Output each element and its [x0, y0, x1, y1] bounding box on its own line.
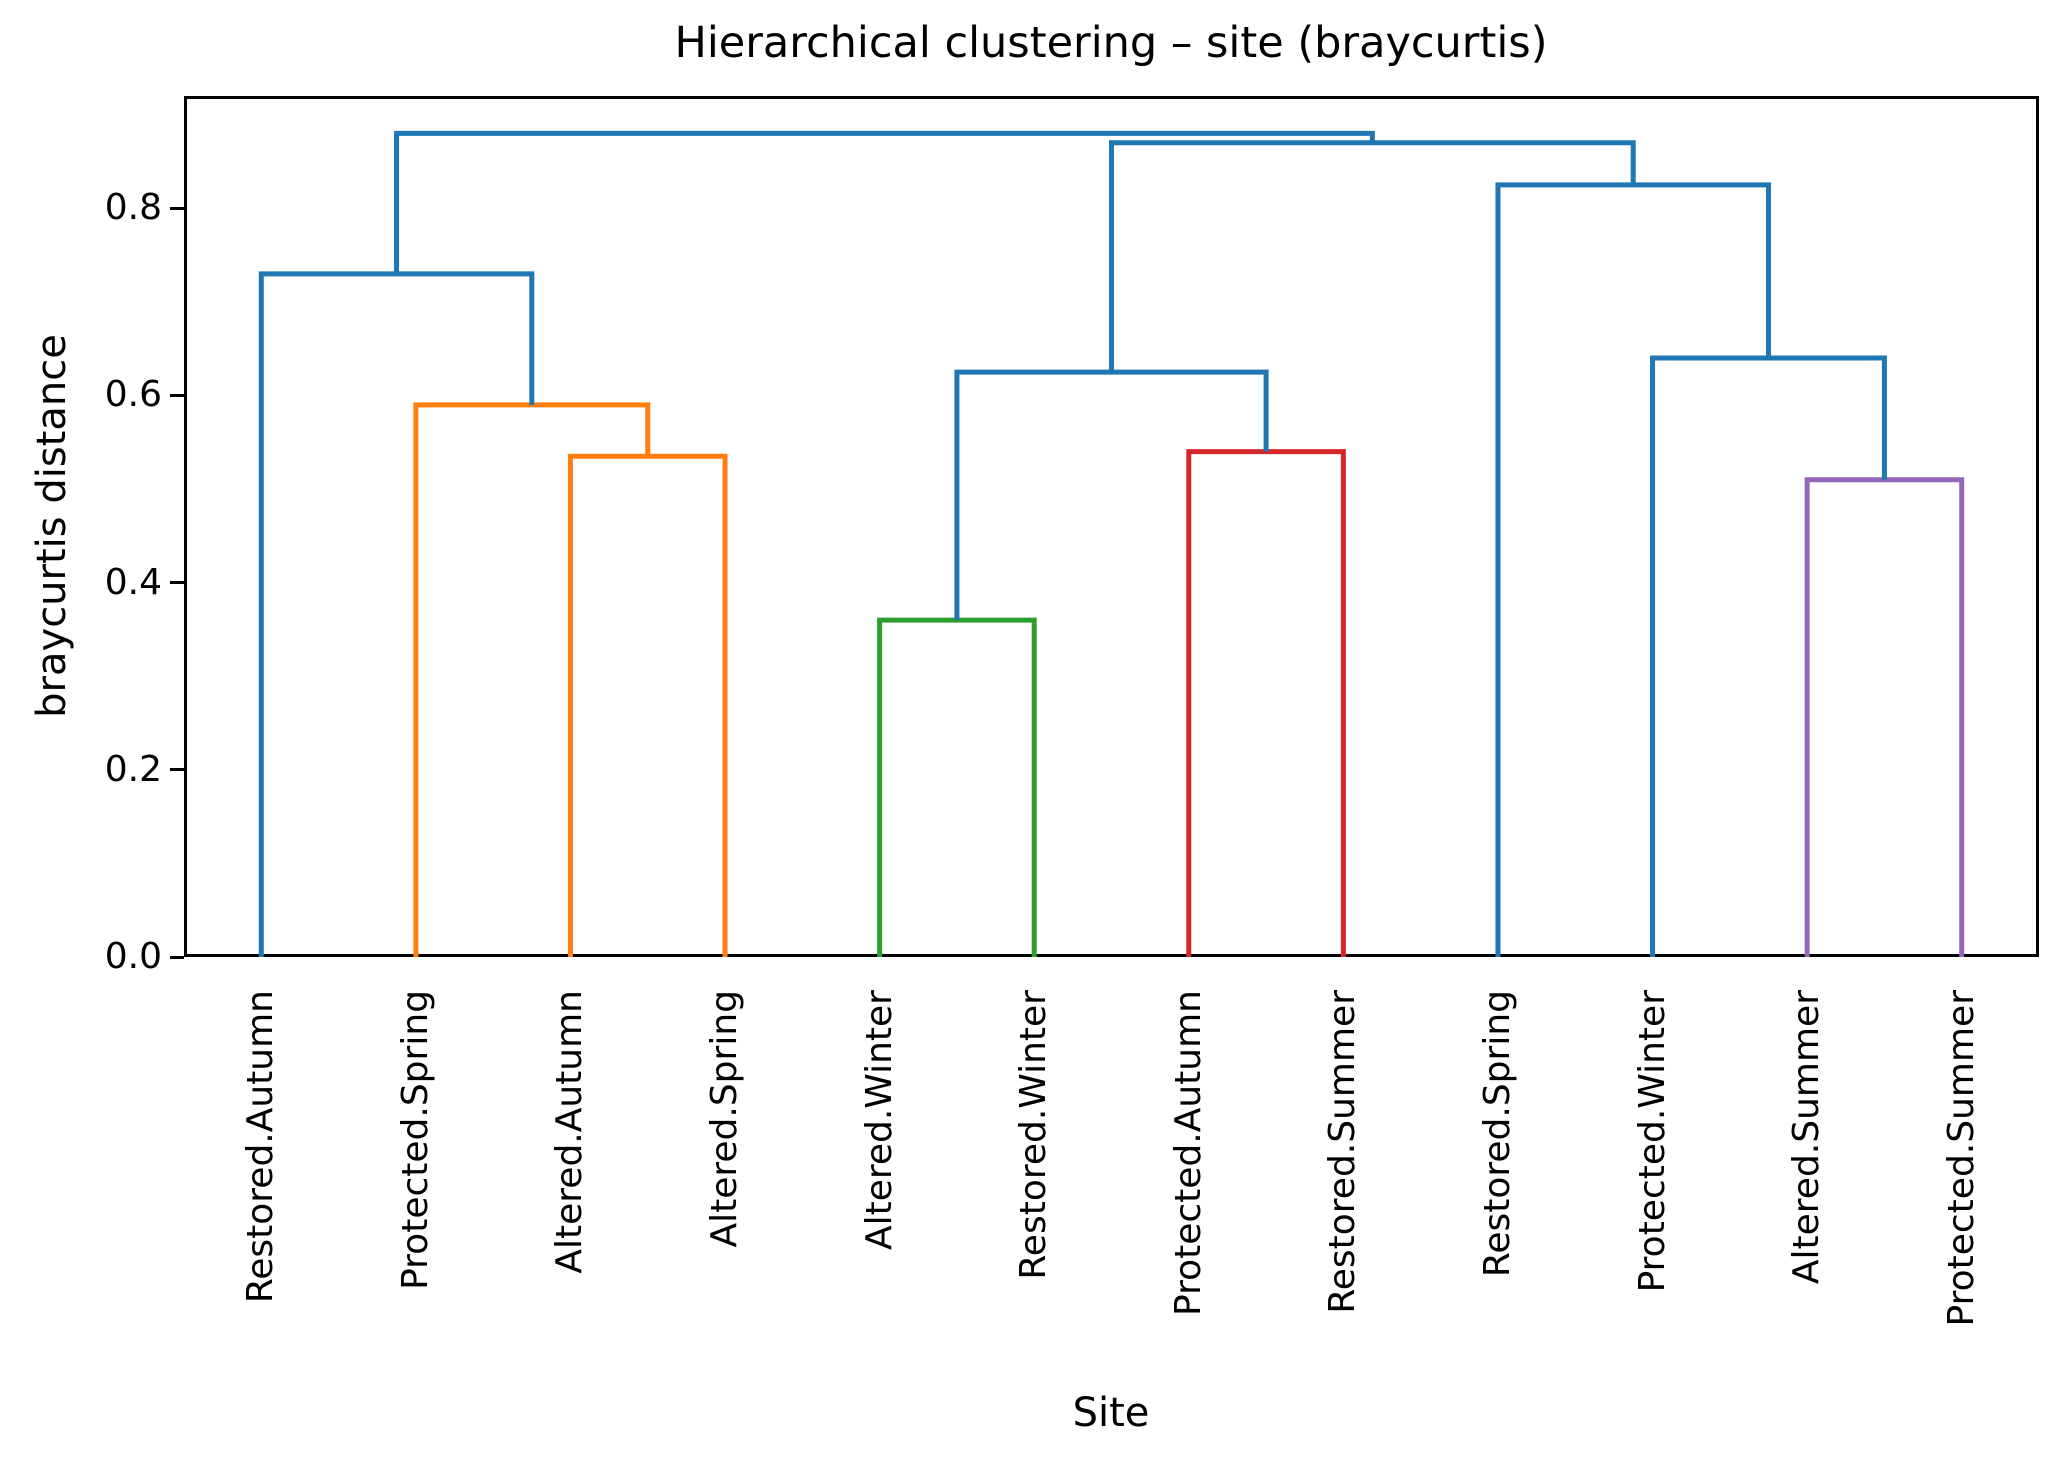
y-tick-label: 0.8 — [104, 187, 162, 229]
x-leaf-label: Altered.Spring — [704, 990, 746, 1248]
y-tick-mark — [170, 955, 184, 959]
dendrogram-link-red — [1186, 449, 1346, 957]
dendrogram-svg — [258, 130, 1965, 957]
dendrogram-link-orange — [567, 453, 728, 957]
x-axis-label: Site — [1072, 1390, 1150, 1436]
x-leaf-label: Altered.Winter — [858, 990, 900, 1251]
x-leaf-label: Altered.Autumn — [549, 990, 591, 1274]
dendrogram-link-blue — [258, 271, 535, 957]
x-leaf-label: Protected.Winter — [1631, 990, 1673, 1293]
x-leaf-label: Restored.Winter — [1013, 990, 1055, 1280]
x-leaf-label: Altered.Summer — [1786, 990, 1828, 1285]
dendrogram-link-blue — [1495, 182, 1771, 957]
dendrogram-link-blue — [394, 130, 1375, 274]
y-tick-label: 0.4 — [104, 561, 162, 603]
x-leaf-label: Restored.Summer — [1322, 990, 1364, 1314]
dendrogram-link-blue — [1650, 355, 1887, 957]
x-leaf-label: Protected.Summer — [1940, 990, 1982, 1327]
dendrogram-link-blue — [1109, 140, 1636, 373]
x-leaf-label: Protected.Spring — [394, 990, 436, 1290]
dendrogram-link-orange — [413, 402, 651, 957]
dendrogram-link-blue — [954, 369, 1269, 621]
x-leaf-label: Protected.Autumn — [1167, 990, 1209, 1316]
y-tick-mark — [170, 393, 184, 397]
plot-area-border — [184, 96, 2039, 957]
y-tick-label: 0.0 — [104, 936, 162, 977]
y-tick-mark — [170, 206, 184, 210]
dendrogram-link-purple — [1804, 477, 1965, 957]
y-tick-label: 0.6 — [104, 374, 162, 416]
y-tick-mark — [170, 581, 184, 585]
chart-title: Hierarchical clustering – site (braycurt… — [674, 18, 1548, 68]
y-tick-label: 0.2 — [104, 748, 162, 790]
y-axis-label: braycurtis distance — [29, 334, 75, 718]
dendrogram-link-green — [877, 617, 1037, 957]
y-tick-mark — [170, 768, 184, 772]
x-leaf-label: Restored.Spring — [1476, 990, 1518, 1278]
x-leaf-label: Restored.Autumn — [240, 990, 282, 1304]
